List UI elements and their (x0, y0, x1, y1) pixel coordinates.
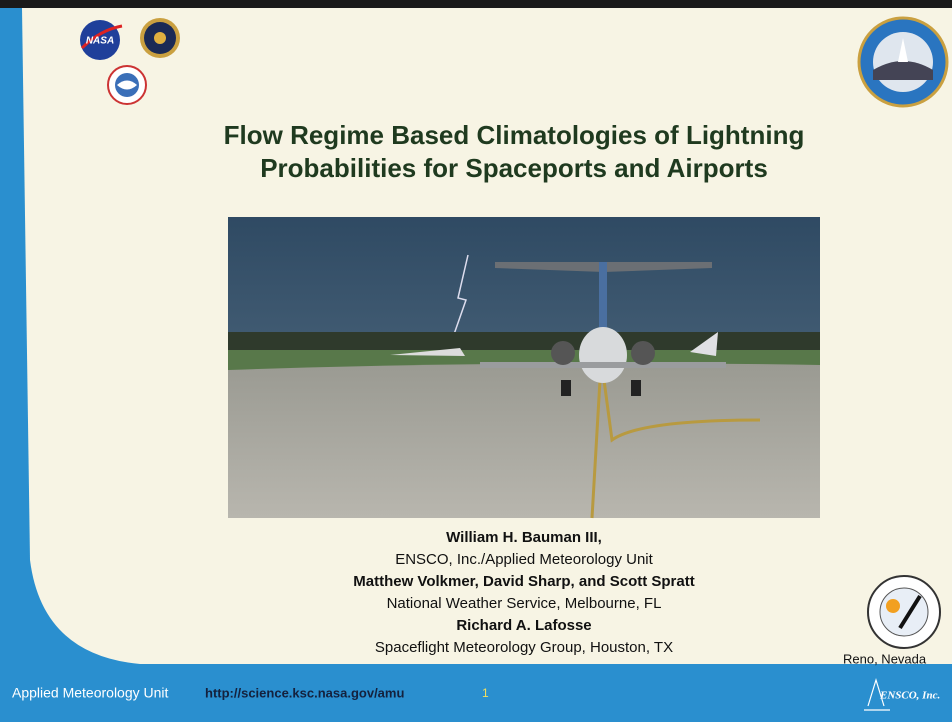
author-affiliation: Spaceflight Meteorology Group, Houston, … (375, 639, 673, 656)
nwa-logo (867, 575, 941, 649)
author-affiliation: ENSCO, Inc./Applied Meteorology Unit (395, 551, 653, 568)
ensco-logo: ENSCO, Inc. (864, 677, 940, 711)
footer-unit: Applied Meteorology Unit (12, 685, 169, 701)
author-affiliation: National Weather Service, Melbourne, FL (387, 595, 662, 612)
footer-url: http://science.ksc.nasa.gov/amu (205, 685, 404, 700)
title-line: Flow Regime Based Climatologies of Light… (224, 120, 805, 150)
nasa-logo: NASA (80, 20, 123, 60)
amu-logo (857, 16, 949, 108)
author-name: William H. Bauman III, (446, 529, 602, 546)
top-border (0, 0, 952, 8)
author-name: Matthew Volkmer, David Sharp, and Scott … (353, 573, 694, 590)
company: ENSCO, Inc. (879, 690, 940, 702)
location: Reno, Nevada (843, 651, 927, 666)
nasa-text: NASA (86, 36, 114, 47)
wing-logo (140, 18, 180, 58)
page-number: 1 (482, 686, 489, 700)
nws-logo (107, 65, 147, 105)
author-name: Richard A. Lafosse (456, 617, 591, 634)
photo (228, 217, 820, 519)
title-line: Probabilities for Spaceports and Airport… (260, 153, 768, 183)
